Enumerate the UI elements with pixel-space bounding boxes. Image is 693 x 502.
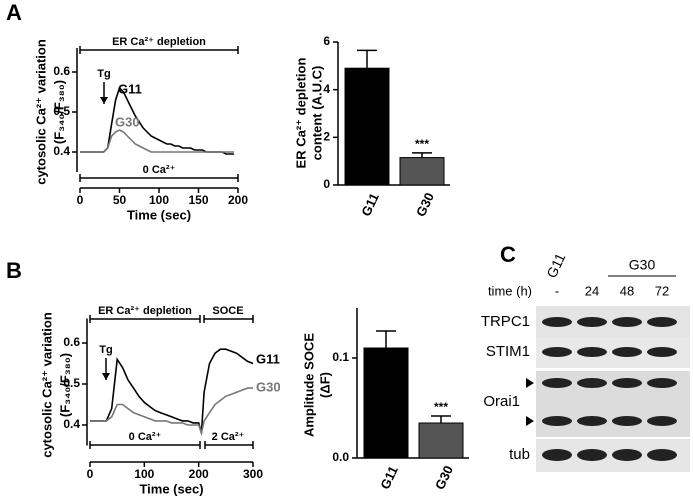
series-line: [90, 348, 254, 434]
x-tick-label: 0: [87, 467, 94, 481]
arrow-head: [102, 373, 110, 380]
series-line: [80, 129, 234, 153]
x-tick-label: G11: [377, 464, 401, 492]
protein-label: STIM1: [486, 343, 530, 360]
legend-label: G30: [115, 114, 140, 129]
time-value: 24: [585, 283, 599, 298]
x-tick-label: 200: [189, 467, 209, 481]
y-axis-label: Amplitude SOCE: [301, 333, 316, 437]
y-tick-label: 0.5: [63, 376, 80, 390]
y-tick-label: 0.1: [332, 350, 349, 364]
legend-label: G11: [256, 351, 280, 366]
panel-letter: A: [6, 0, 22, 25]
y-tick-label: 0.5: [53, 104, 70, 118]
annotation: ER Ca²⁺ depletion: [112, 36, 206, 48]
y-tick-label: 0.0: [332, 450, 349, 464]
bar: [399, 157, 445, 186]
protein-label: Orai1: [483, 393, 520, 410]
y-tick-label: 0: [323, 177, 330, 191]
annotation: ER Ca²⁺ depletion: [98, 305, 192, 317]
y-tick-label: 0.6: [53, 64, 70, 78]
annotation: Tg: [99, 344, 112, 356]
legend-label: G11: [118, 81, 142, 96]
panel-letter: B: [6, 258, 22, 283]
blot-image: [526, 275, 690, 472]
annotation: 0 Ca²⁺: [129, 431, 162, 443]
y-axis-label: ER Ca²⁺ depletion: [293, 58, 308, 169]
y-axis-label: (ΔF): [317, 372, 332, 398]
annotation: 2 Ca²⁺: [212, 431, 245, 443]
y-tick-label: 2: [323, 130, 330, 144]
x-axis-label: Time (sec): [139, 481, 203, 496]
y-axis-label: content (A.U.C): [309, 66, 324, 161]
legend-label: G30: [256, 379, 281, 394]
bar: [418, 422, 464, 459]
x-tick-label: 100: [134, 467, 154, 481]
bar: [363, 347, 409, 459]
group-label: G30: [629, 257, 656, 273]
x-tick-label: G11: [358, 191, 382, 219]
panel-letter: C: [500, 242, 516, 267]
protein-label: TRPC1: [481, 313, 530, 330]
group-label: G11: [543, 250, 568, 280]
time-value: 48: [620, 283, 634, 298]
y-tick-label: 0.4: [63, 417, 80, 431]
x-axis-label: Time (sec): [127, 207, 191, 222]
arrow-head: [100, 97, 108, 104]
annotation: SOCE: [212, 305, 243, 317]
x-tick-label: G30: [413, 190, 437, 219]
time-value: 72: [655, 283, 669, 298]
x-tick-label: G30: [432, 463, 456, 492]
y-tick-label: 0.6: [63, 335, 80, 349]
x-tick-label: 300: [243, 467, 263, 481]
x-tick-label: 100: [149, 193, 169, 207]
y-axis-label: cytosolic Ca²⁺ variation: [39, 312, 54, 458]
y-tick-label: 0.4: [53, 144, 70, 158]
annotation: 0 Ca²⁺: [143, 164, 176, 176]
y-tick-label: 6: [323, 34, 330, 48]
annotation: ***: [415, 137, 429, 151]
x-tick-label: 150: [188, 193, 208, 207]
y-axis-label: (F₃₄₀/F₃₈₀): [51, 80, 66, 144]
x-tick-label: 0: [77, 193, 84, 207]
x-tick-label: 200: [228, 193, 248, 207]
annotation: ***: [434, 400, 448, 414]
time-label: time (h): [488, 283, 532, 298]
time-value: -: [555, 283, 559, 298]
x-tick-label: 50: [113, 193, 127, 207]
series-line: [90, 387, 253, 437]
y-axis-label: cytosolic Ca²⁺ variation: [33, 39, 48, 185]
y-axis-label: (F₃₄₀/F₃₈₀): [57, 353, 72, 417]
annotation: Tg: [97, 68, 110, 80]
bar: [344, 67, 390, 186]
y-tick-label: 4: [323, 82, 330, 96]
protein-label: tub: [509, 446, 530, 463]
